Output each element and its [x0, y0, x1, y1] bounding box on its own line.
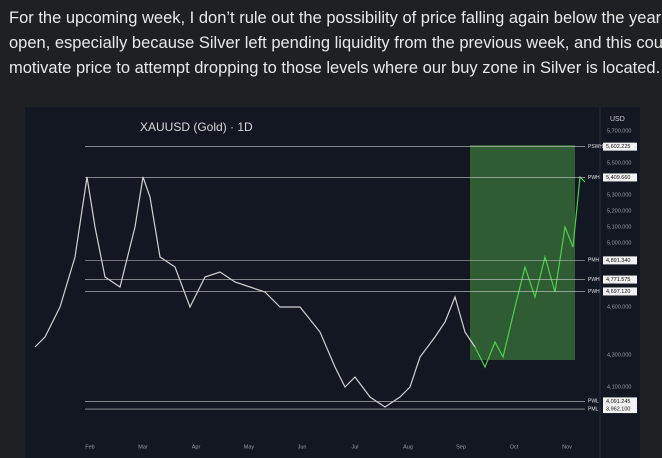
price-tick-label: 5,000.000 — [607, 240, 631, 246]
month-label: Oct — [510, 444, 519, 450]
level-label: 5,602.225 — [606, 144, 630, 150]
level-label: 4,091.245 — [606, 399, 630, 405]
level-tag: PML — [588, 406, 599, 412]
level-badge — [603, 397, 637, 406]
level-tag: PWL — [588, 399, 599, 405]
price-tick-label: 5,300.000 — [607, 192, 631, 198]
level-tag: PWH — [588, 175, 600, 181]
price-tick-label: 5,100.000 — [607, 224, 631, 230]
price-tick-label: 4,600.000 — [607, 304, 631, 310]
month-label: Nov — [562, 444, 572, 450]
price-tick-label: 4,300.000 — [607, 352, 631, 358]
chart-image: XAUUSD (Gold) · 1D USD 5,700.000 5,500.00… — [25, 107, 640, 458]
month-label: Apr — [192, 444, 201, 450]
month-label: Mar — [138, 444, 148, 450]
projection-path — [474, 175, 586, 369]
month-label: May — [244, 444, 255, 450]
level-badge — [603, 173, 637, 182]
level-badge — [603, 275, 637, 284]
price-tick-label: 4,100.000 — [607, 384, 631, 390]
price-tick-label: 5,200.000 — [607, 208, 631, 214]
text-line: motivate price to attempt dropping to th… — [9, 59, 661, 77]
post-text: For the upcoming week, I don’t rule out … — [9, 6, 662, 81]
price-tick-label: 5,700.000 — [607, 128, 631, 134]
level-tag: PMH — [588, 258, 600, 264]
month-label: Jun — [298, 444, 307, 450]
text-line: open, especially because Silver left pen… — [9, 34, 662, 52]
chart-title: XAUUSD (Gold) · 1D — [140, 120, 253, 134]
text-line: For the upcoming week, I don’t rule out … — [9, 9, 662, 27]
month-label: Jul — [351, 444, 358, 450]
level-tag: PWH — [588, 277, 600, 283]
month-label: Feb — [85, 444, 94, 450]
buy-zone — [470, 145, 575, 360]
level-tag: PSWH — [588, 144, 603, 150]
level-label: 4,771.575 — [606, 277, 630, 283]
level-badge — [603, 142, 637, 151]
level-label: 4,697.120 — [606, 289, 630, 295]
level-badge — [603, 405, 637, 414]
level-label: 5,409.660 — [606, 175, 630, 181]
price-tick-label: 5,500.000 — [607, 160, 631, 166]
month-label: Aug — [403, 444, 413, 450]
currency: USD — [610, 116, 625, 123]
level-badge — [603, 256, 637, 265]
level-label: 3,962.100 — [606, 407, 630, 413]
month-label: Sep — [456, 444, 466, 450]
level-tag: PWH — [588, 289, 600, 295]
level-label: 4,891.340 — [606, 258, 630, 264]
level-badge — [603, 287, 637, 296]
